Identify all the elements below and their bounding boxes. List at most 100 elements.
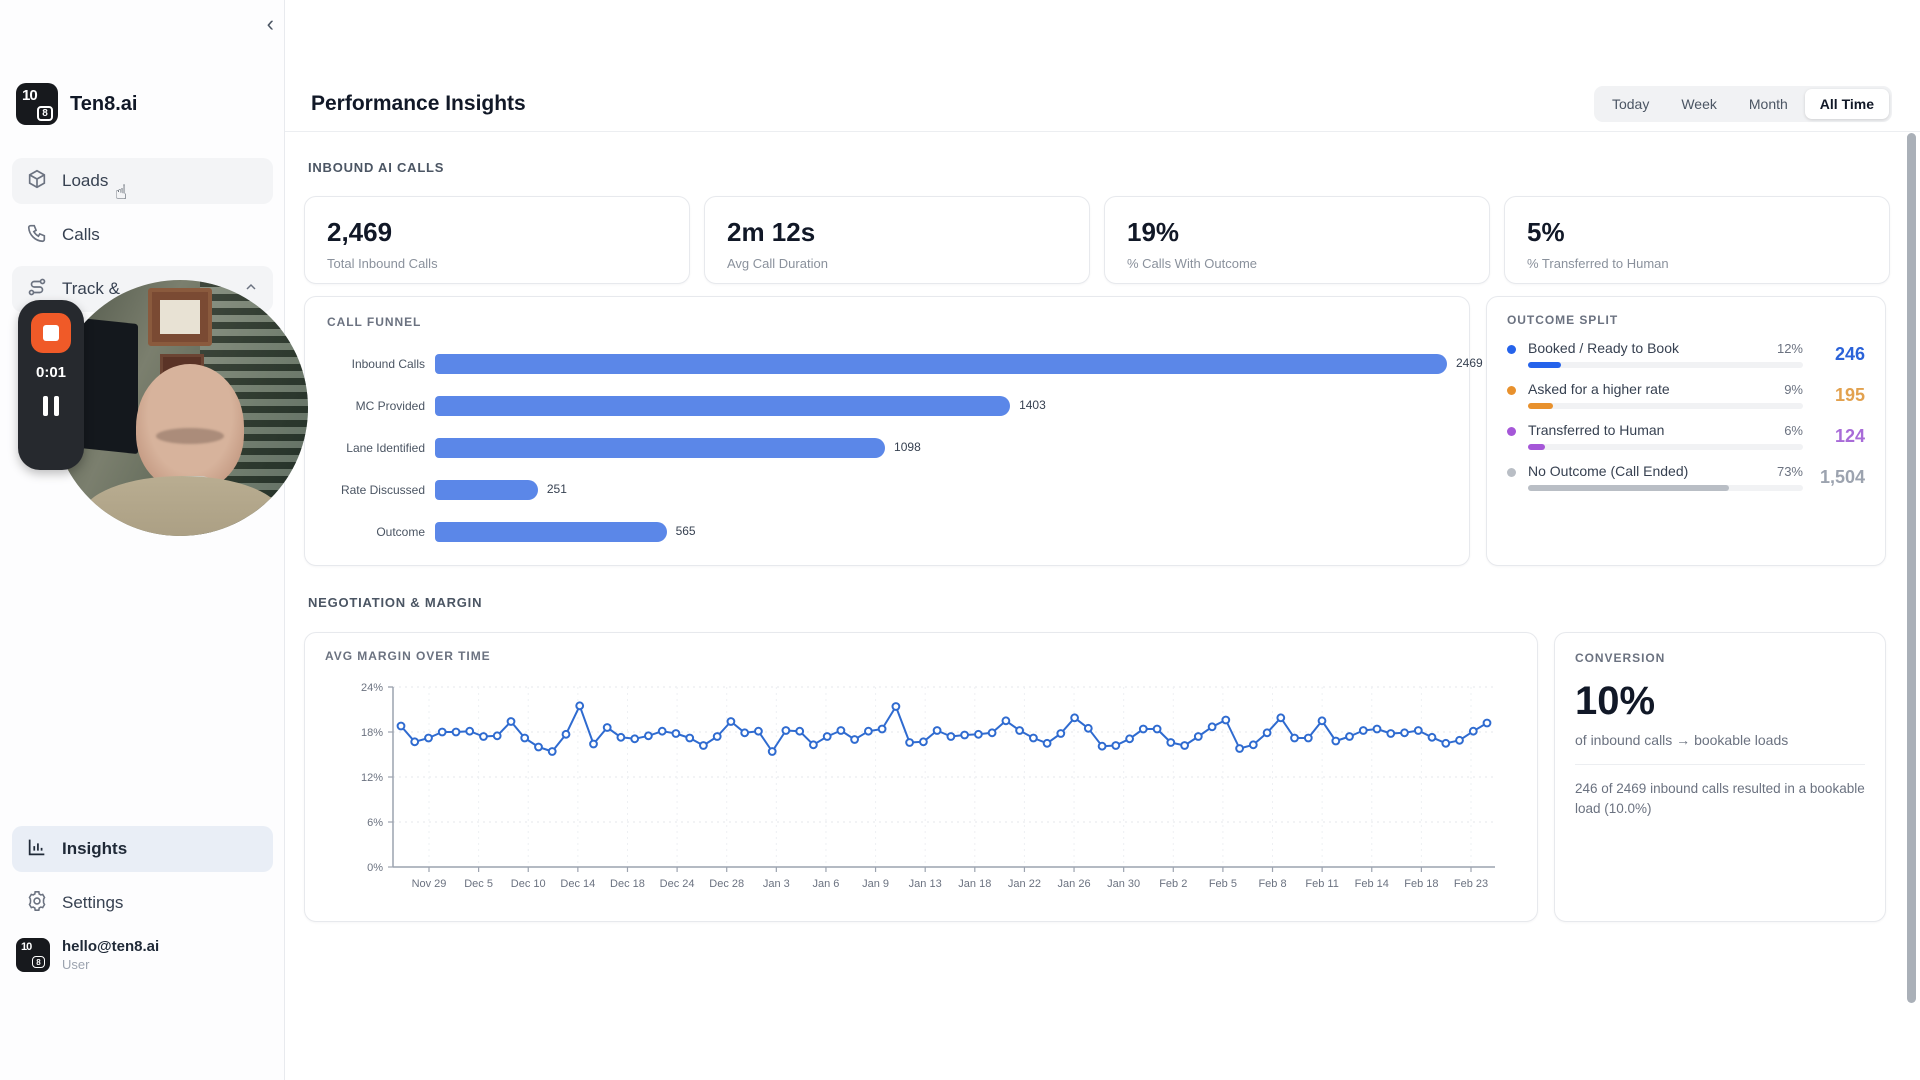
- outcome-label: Booked / Ready to Book: [1528, 340, 1679, 356]
- tab-all-time[interactable]: All Time: [1804, 89, 1889, 119]
- user-email: hello@ten8.ai: [62, 938, 160, 955]
- gear-icon: [26, 890, 48, 917]
- avg-margin-title: AVG MARGIN OVER TIME: [325, 649, 491, 663]
- funnel-value-label: 1098: [894, 440, 921, 454]
- tab-week[interactable]: Week: [1681, 96, 1717, 112]
- funnel-row-2: Lane Identified 1098: [327, 427, 1447, 469]
- pause-recording-button[interactable]: [43, 396, 59, 416]
- kpi-value: 19%: [1127, 217, 1180, 247]
- avatar: 10 8: [16, 938, 50, 972]
- svg-text:0%: 0%: [367, 862, 383, 874]
- funnel-bar: [435, 480, 538, 500]
- sidebar-item-label: Track &: [62, 279, 120, 298]
- sidebar-item-loads[interactable]: Loads ☝: [12, 158, 273, 204]
- outcome-count: 195: [1834, 384, 1865, 405]
- svg-text:24%: 24%: [361, 682, 383, 694]
- svg-text:Jan 9: Jan 9: [862, 878, 889, 890]
- outcome-row-1: Asked for a higher rate 9% 195: [1507, 381, 1865, 409]
- outcome-dot: [1507, 468, 1516, 477]
- svg-text:Feb 8: Feb 8: [1258, 878, 1286, 890]
- svg-text:Feb 5: Feb 5: [1209, 878, 1237, 890]
- conversion-card: CONVERSION 10% of inbound calls → bookab…: [1554, 632, 1886, 922]
- sidebar-item-label: Insights: [62, 839, 128, 858]
- funnel-value-label: 1403: [1019, 398, 1046, 412]
- svg-text:Jan 3: Jan 3: [763, 878, 790, 890]
- svg-text:Jan 6: Jan 6: [812, 878, 839, 890]
- svg-text:12%: 12%: [361, 772, 383, 784]
- svg-text:Dec 24: Dec 24: [660, 878, 695, 890]
- kpi-card-2: 19% % Calls With Outcome: [1104, 196, 1490, 284]
- funnel-category-label: MC Provided: [355, 398, 425, 413]
- conversion-subtitle: of inbound calls → bookable loads: [1575, 732, 1789, 748]
- vertical-scrollbar-thumb[interactable]: [1907, 133, 1916, 1003]
- svg-text:Dec 28: Dec 28: [709, 878, 744, 890]
- sidebar-item-calls[interactable]: Calls: [12, 212, 273, 258]
- outcome-percent: 9%: [1784, 382, 1803, 397]
- sidebar-item-label: Calls: [62, 225, 100, 244]
- funnel-bar: [435, 354, 1447, 374]
- funnel-row-1: MC Provided 1403: [327, 385, 1447, 427]
- funnel-category-label: Inbound Calls: [351, 356, 425, 371]
- sidebar-item-settings[interactable]: Settings: [12, 880, 273, 926]
- outcome-dot: [1507, 386, 1516, 395]
- outcome-count: 124: [1834, 425, 1865, 446]
- bar-chart-icon: [26, 836, 48, 863]
- sidebar-collapse-icon[interactable]: ‹: [266, 11, 274, 36]
- section-negotiation-margin: NEGOTIATION & MARGIN: [308, 595, 483, 610]
- funnel-value-label: 2469: [1456, 356, 1483, 370]
- sidebar: 10 8 Ten8.ai ‹ Loads ☝ Calls Track & Insigh…: [0, 0, 285, 1080]
- call-funnel-chart: Inbound Calls 2469 MC Provided 1403 Lane Ide…: [327, 343, 1483, 553]
- svg-text:Feb 23: Feb 23: [1454, 878, 1488, 890]
- outcome-progress-fill: [1528, 362, 1561, 368]
- outcome-dot: [1507, 345, 1516, 354]
- outcome-progress-fill: [1528, 403, 1553, 409]
- funnel-row-4: Outcome 565: [327, 511, 1447, 553]
- recording-toolbar: 0:01: [18, 300, 84, 470]
- svg-text:Jan 30: Jan 30: [1107, 878, 1140, 890]
- outcome-split-card: OUTCOME SPLIT Booked / Ready to Book 12% 2…: [1486, 296, 1886, 566]
- webcam-person-head: [136, 364, 244, 490]
- svg-text:6%: 6%: [367, 817, 383, 829]
- kpi-card-1: 2m 12s Avg Call Duration: [704, 196, 1090, 284]
- brand-name: Ten8.ai: [70, 92, 138, 115]
- page-header: Performance Insights Today Week Month All T…: [285, 0, 1920, 132]
- outcome-row-2: Transferred to Human 6% 124: [1507, 422, 1865, 450]
- svg-text:Nov 29: Nov 29: [412, 878, 447, 890]
- kpi-value: 2,469: [327, 217, 393, 247]
- webcam-person-brow: [156, 428, 224, 444]
- kpi-label: % Calls With Outcome: [1127, 256, 1258, 271]
- call-funnel-title: CALL FUNNEL: [327, 315, 422, 329]
- tab-month[interactable]: Month: [1748, 96, 1788, 112]
- time-range-tabs: Today Week Month All Time: [1593, 86, 1892, 122]
- conversion-detail: 246 of 2469 inbound calls resulted in a …: [1575, 781, 1865, 817]
- section-inbound-ai-calls: INBOUND AI CALLS: [308, 160, 445, 175]
- page-title: Performance Insights: [311, 92, 526, 115]
- svg-text:Feb 2: Feb 2: [1159, 878, 1187, 890]
- ten8-logo: 10 8: [16, 83, 58, 125]
- webcam-person-shoulders: [82, 476, 282, 536]
- stop-recording-button[interactable]: [31, 313, 71, 353]
- user-row[interactable]: 10 8 hello@ten8.ai User: [16, 938, 269, 972]
- outcome-split-list: Booked / Ready to Book 12% 246 Asked for a …: [1507, 340, 1865, 491]
- svg-text:18%: 18%: [361, 727, 383, 739]
- funnel-row-3: Rate Discussed 251: [327, 469, 1447, 511]
- call-funnel-card: CALL FUNNEL Inbound Calls 2469 MC Provided…: [304, 296, 1483, 566]
- user-role: User: [62, 957, 90, 972]
- kpi-value: 2m 12s: [727, 217, 816, 247]
- outcome-percent: 12%: [1776, 341, 1803, 356]
- conversion-value: 10%: [1575, 679, 1656, 723]
- tab-today[interactable]: Today: [1611, 96, 1650, 112]
- outcome-count: 1,504: [1819, 466, 1865, 487]
- conversion-divider: [1575, 764, 1865, 765]
- cube-icon: [26, 168, 48, 195]
- webcam-video-bubble[interactable]: [52, 280, 308, 536]
- sidebar-item-insights[interactable]: Insights: [12, 826, 273, 872]
- sidebar-nav-bottom: Insights Settings: [12, 826, 273, 934]
- kpi-card-0: 2,469 Total Inbound Calls: [304, 196, 690, 284]
- funnel-value-label: 565: [675, 524, 696, 538]
- funnel-bar: [435, 396, 1011, 416]
- outcome-progress-fill: [1528, 485, 1729, 491]
- kpi-card-3: 5% % Transferred to Human: [1504, 196, 1890, 284]
- outcome-label: No Outcome (Call Ended): [1528, 463, 1689, 479]
- conversion-title: CONVERSION: [1575, 651, 1666, 665]
